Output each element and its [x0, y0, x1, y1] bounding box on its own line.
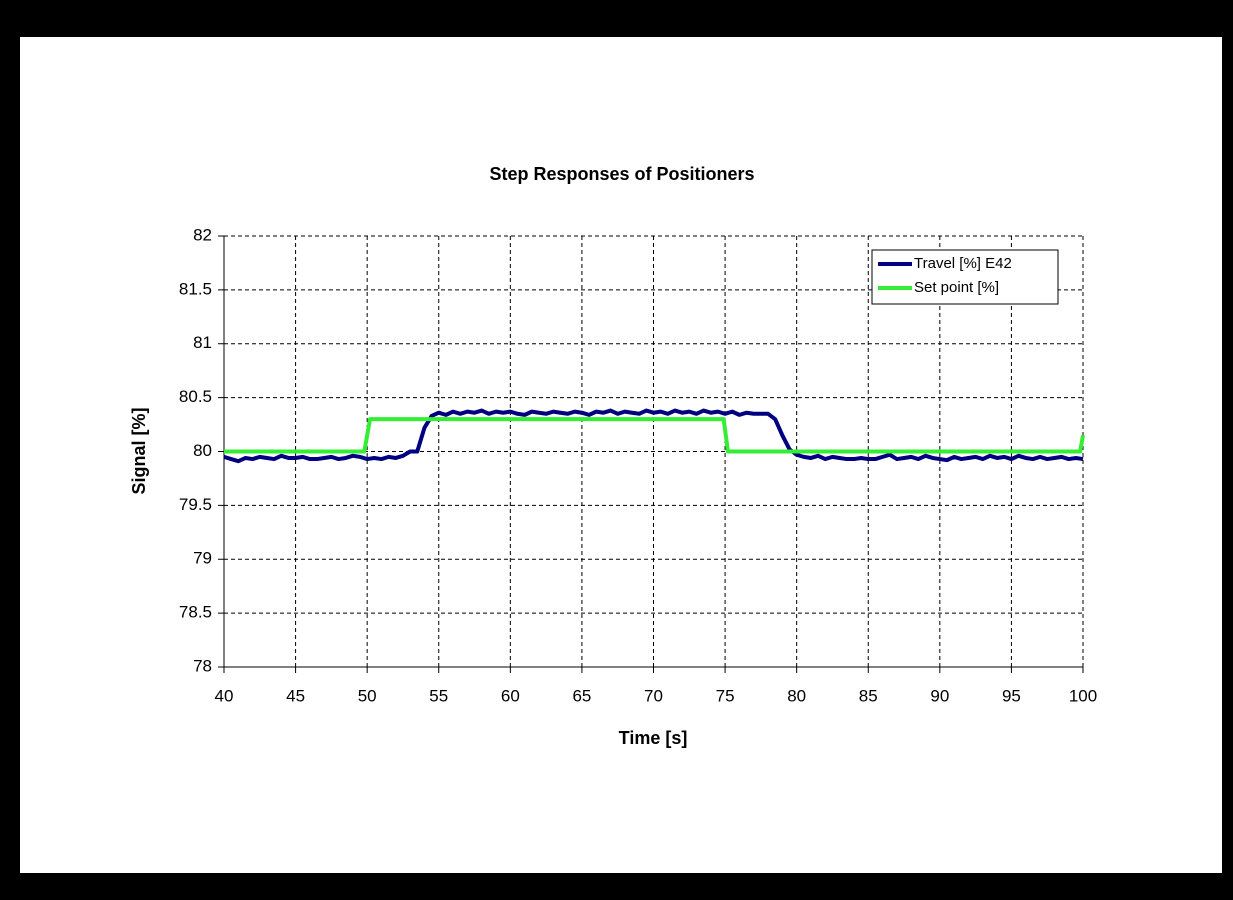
- y-tick-label: 80.5: [179, 387, 212, 406]
- x-tick-label: 40: [215, 686, 234, 705]
- y-tick-label: 78.5: [179, 603, 212, 622]
- y-tick-label: 82: [193, 225, 212, 244]
- y-tick-label: 79: [193, 549, 212, 568]
- legend-label: Set point [%]: [914, 279, 999, 296]
- x-tick-label: 100: [1069, 686, 1097, 705]
- chart-title: Step Responses of Positioners: [489, 164, 754, 184]
- x-axis-title: Time [s]: [619, 728, 688, 748]
- y-axis-title: Signal [%]: [129, 407, 149, 494]
- series-line: [223, 408, 1084, 464]
- x-tick-label: 45: [286, 686, 305, 705]
- y-tick-label: 78: [193, 656, 212, 675]
- y-tick-label: 80: [193, 441, 212, 460]
- y-tick-label: 81: [193, 333, 212, 352]
- x-tick-label: 95: [1002, 686, 1021, 705]
- x-tick-label: 90: [930, 686, 949, 705]
- y-tick-label: 79.5: [179, 495, 212, 514]
- legend-label: Travel [%] E42: [914, 255, 1012, 272]
- legend: [871, 249, 1059, 305]
- x-tick-label: 75: [716, 686, 735, 705]
- y-tick-label: 81.5: [179, 279, 212, 298]
- x-tick-label: 65: [572, 686, 591, 705]
- x-tick-label: 80: [787, 686, 806, 705]
- x-tick-label: 85: [859, 686, 878, 705]
- x-tick-label: 60: [501, 686, 520, 705]
- x-tick-label: 70: [644, 686, 663, 705]
- x-tick-label: 50: [358, 686, 377, 705]
- x-tick-label: 55: [429, 686, 448, 705]
- series-line: [224, 417, 1085, 454]
